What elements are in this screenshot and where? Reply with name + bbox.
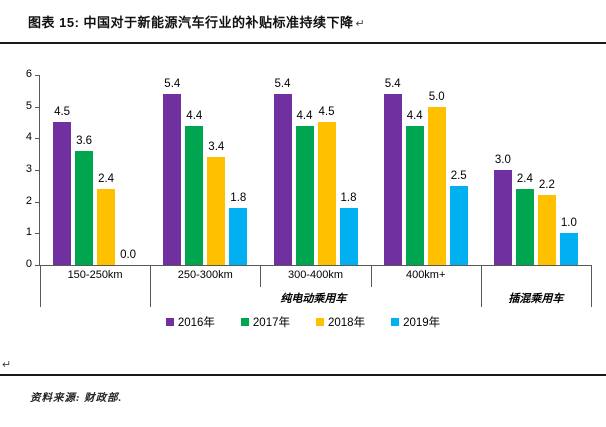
bar-2018年-400km+ [427, 107, 446, 265]
y-axis-label: 0 [25, 258, 32, 270]
bar-2019年-400km+ [449, 186, 468, 265]
bar-2019年-300-400km [339, 208, 358, 265]
return-mark-icon: ↵ [355, 18, 366, 30]
bar-2018年-300-400km [317, 122, 336, 265]
value-label: 3.6 [76, 135, 93, 147]
legend-swatch-icon [391, 318, 400, 326]
value-label: 5.0 [428, 91, 445, 103]
category-separator [480, 265, 482, 307]
value-label: 4.4 [406, 110, 423, 122]
legend-swatch-icon [240, 318, 249, 326]
top-divider [0, 42, 606, 44]
value-label: 2.4 [98, 173, 115, 185]
bar-2017年-300-400km [295, 126, 314, 265]
legend-item-2017年: 2017年 [240, 314, 290, 330]
y-axis-label: 3 [25, 163, 32, 175]
x-axis-group-label: 插混乘用车 [508, 293, 564, 305]
x-axis-category-label: 400km+ [405, 269, 446, 281]
figure-title-text: 图表 15: 中国对于新能源汽车行业的补贴标准持续下降 [28, 15, 354, 30]
value-label: 5.4 [274, 78, 291, 90]
value-label: 3.4 [208, 141, 225, 153]
bottom-divider [0, 374, 606, 376]
x-axis-category-label: 250-300km [177, 269, 233, 281]
bar-2016年- [493, 170, 512, 265]
value-label: 5.4 [384, 78, 401, 90]
y-tick [35, 75, 40, 76]
value-label: 5.4 [164, 78, 181, 90]
bar-2017年- [515, 189, 534, 265]
bar-2018年-250-300km [207, 157, 226, 265]
bar-2016年-250-300km [163, 94, 182, 265]
bar-2018年-150-250km [97, 189, 116, 265]
value-label: 4.4 [186, 110, 203, 122]
y-axis-label: 5 [25, 99, 32, 112]
legend-swatch-icon [165, 318, 174, 326]
y-tick [35, 201, 40, 203]
value-label: 4.5 [318, 106, 335, 118]
bar-2017年-250-300km [185, 126, 204, 265]
bar-2016年-150-250km [53, 122, 72, 265]
value-label: 1.8 [340, 192, 357, 204]
y-tick [35, 106, 40, 108]
legend-label: 2019年 [403, 317, 441, 329]
category-separator [370, 265, 372, 287]
legend-swatch-icon [316, 318, 324, 326]
y-tick [35, 138, 40, 140]
value-label: 0.0 [120, 249, 137, 261]
return-mark-icon: ↵ [2, 359, 12, 371]
y-tick [35, 170, 40, 171]
y-axis-label: 4 [25, 131, 32, 144]
category-separator [260, 265, 262, 287]
bar-2019年-250-300km [229, 208, 248, 265]
legend-item-2019年: 2019年 [391, 314, 440, 330]
value-label: 2.5 [450, 170, 467, 182]
legend-label: 2016年 [177, 317, 215, 329]
value-label: 1.0 [560, 217, 577, 229]
x-axis-category-label: 150-250km [67, 269, 123, 281]
value-label: 1.8 [230, 192, 247, 204]
chart-legend: 2016年 2017年 2018年 2019年 [0, 314, 606, 330]
value-label: 4.4 [296, 110, 313, 122]
value-label: 4.5 [54, 106, 71, 118]
bar-2016年-400km+ [383, 94, 402, 265]
bar-2019年- [559, 233, 578, 265]
x-axis-category-label: 300-400km [287, 269, 343, 281]
y-tick [35, 233, 40, 235]
legend-label: 2018年 [328, 317, 366, 329]
source-note: 资料来源: 财政部. [30, 393, 123, 404]
y-axis-label: 6 [25, 68, 32, 80]
y-axis-label: 2 [25, 194, 32, 207]
category-separator [150, 265, 152, 307]
category-separator [591, 265, 592, 307]
legend-item-2016年: 2016年 [165, 314, 215, 330]
bar-2017年-400km+ [405, 126, 424, 265]
bar-2018年- [537, 195, 556, 265]
bar-2016年-300-400km [273, 94, 292, 265]
legend-item-2018年: 2018年 [316, 314, 365, 330]
y-tick [35, 265, 40, 266]
value-label: 3.0 [494, 154, 511, 166]
legend-label: 2017年 [252, 317, 290, 329]
bar-2017年-150-250km [75, 151, 94, 265]
value-label: 2.2 [538, 179, 555, 191]
category-separator [40, 265, 41, 307]
figure-title: 图表 15: 中国对于新能源汽车行业的补贴标准持续下降 ↵ [28, 12, 365, 31]
y-axis-label: 1 [25, 226, 32, 239]
x-axis-line [40, 265, 591, 266]
x-axis-group-label: 纯电动乘用车 [280, 293, 347, 305]
value-label: 2.4 [516, 173, 533, 185]
